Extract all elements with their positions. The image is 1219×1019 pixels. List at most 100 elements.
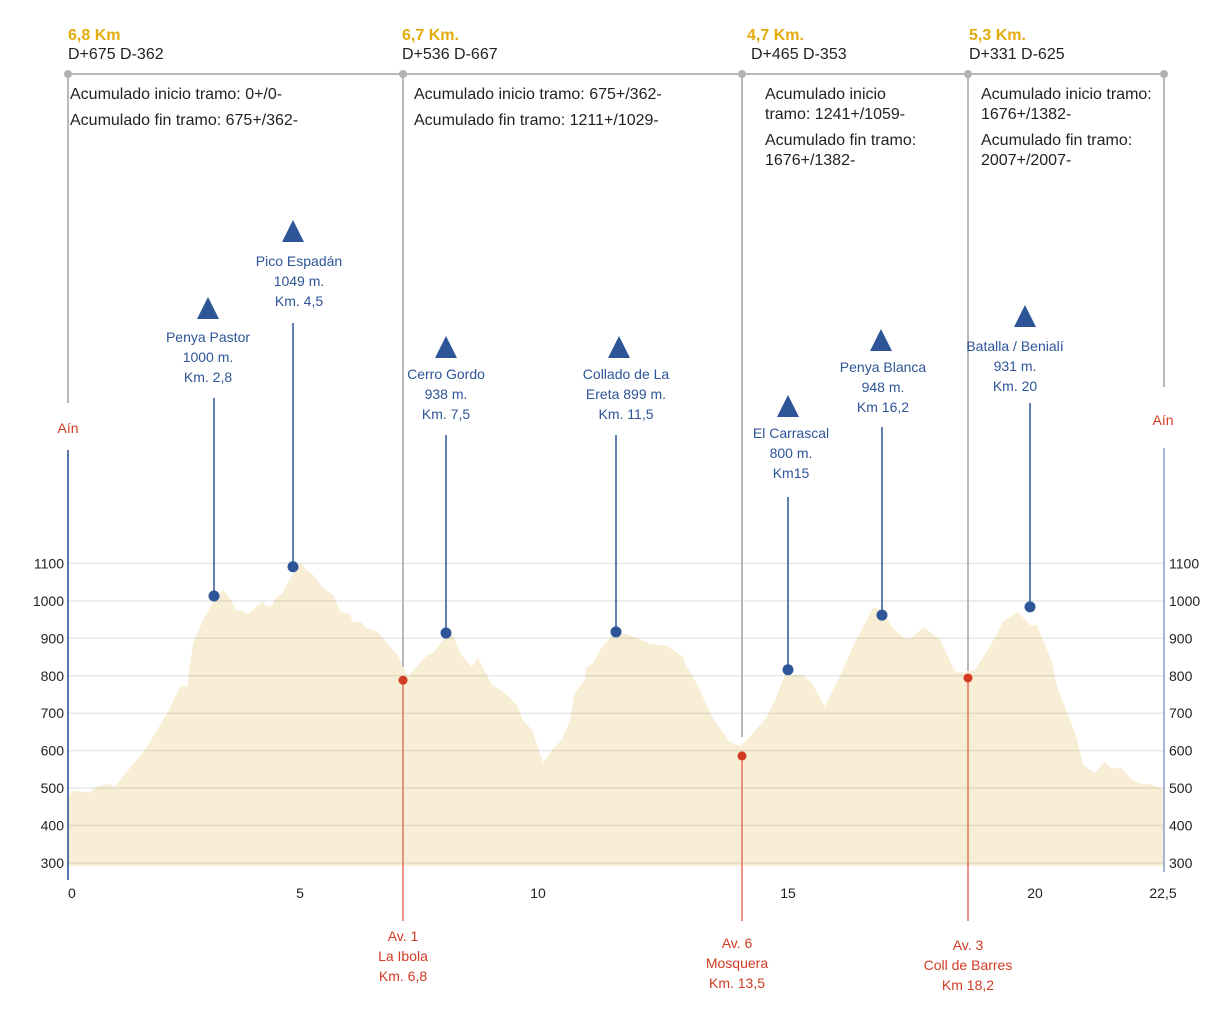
peak-marker: Collado de La Ereta 899 m. Km. 11,5 [583,336,670,638]
x-tick-label: 10 [530,885,546,901]
peak-marker: Batalla / Benialí 931 m. Km. 20 [966,305,1064,613]
peak-km-label: Km. 4,5 [275,293,323,309]
y-tick-label-right: 700 [1169,705,1193,721]
accumulated-end: Acumulado fin tramo: 1676+/1382- [765,132,917,169]
aid-station-code-label: Av. 3 [953,937,984,953]
peak-name-label: El Carrascal [753,425,829,441]
y-tick-label-right: 300 [1169,855,1193,871]
peak-km-label: Km. 20 [993,378,1038,394]
accumulated-end: Acumulado fin tramo: 675+/362- [70,112,299,129]
axis-labels-layer: 300 300 400 400 500 500 600 600 700 700 800 800 900 9… [33,555,1201,901]
y-tick-label-right: 1100 [1169,555,1199,571]
y-tick-label-left: 600 [41,743,65,759]
segment-1-elevation: D+675 D-362 [68,46,164,63]
x-tick-label: 5 [296,885,304,901]
peak-elevation-label: 931 m. [994,358,1037,374]
mountain-peak-icon [282,220,304,242]
start-location-label: Aín [57,420,78,436]
x-tick-label: 0 [68,885,76,901]
peak-name-label: Collado de La [583,366,670,382]
accumulated-start: Acumulado inicio tramo: 675+/362- [414,86,662,103]
segment-1-accumulated: Acumulado inicio tramo: 0+/0- Acumulado … [70,85,370,137]
segment-structure: Aín Aín [57,70,1174,880]
end-location-label: Aín [1152,412,1173,428]
y-tick-label-right: 900 [1169,630,1193,646]
peak-marker: Pico Espadán 1049 m. Km. 4,5 [256,220,342,573]
peak-point [440,627,452,639]
peak-km-label: Km. 7,5 [422,406,470,422]
aid-station-name-label: Coll de Barres [924,957,1013,973]
peak-km-label: Km15 [773,465,810,481]
peak-marker: Penya Pastor 1000 m. Km. 2,8 [166,297,250,602]
peak-name-label: Batalla / Benialí [966,338,1063,354]
peak-point [287,561,299,573]
y-tick-label-left: 700 [41,705,65,721]
peak-name-label: Pico Espadán [256,253,342,269]
peak-elevation-label: Ereta 899 m. [586,386,666,402]
aid-station-name-label: La Ibola [378,948,428,964]
aid-station-point [963,673,973,683]
y-tick-label-left: 300 [41,855,65,871]
peak-marker: El Carrascal 800 m. Km15 [753,395,829,676]
segment-3-elevation: D+465 D-353 [751,46,847,63]
y-tick-label-left: 1000 [33,593,64,609]
profile-area-layer [68,562,1163,866]
aid-station-marker: Av. 1 La Ibola Km. 6,8 [378,675,428,984]
peak-elevation-label: 938 m. [425,386,468,402]
aid-station-km-label: Km 18,2 [942,977,994,993]
peak-point [1024,601,1036,613]
peak-name-label: Cerro Gordo [407,366,485,382]
elevation-profile-area [68,562,1163,866]
aid-station-point [398,675,408,685]
aid-station-km-label: Km. 13,5 [709,975,765,991]
segment-node-av6 [738,70,746,78]
segment-node-av3 [964,70,972,78]
peak-point [208,590,220,602]
segment-1-distance: 6,8 Km [68,27,121,44]
aid-station-code-label: Av. 1 [388,928,419,944]
peak-point [782,664,794,676]
peak-elevation-label: 800 m. [770,445,813,461]
mountain-peak-icon [608,336,630,358]
peak-km-label: Km. 11,5 [599,406,654,422]
y-tick-label-left: 400 [41,818,65,834]
peak-elevation-label: 948 m. [862,379,905,395]
markers-layer: Penya Pastor 1000 m. Km. 2,8 Pico Espadán 10… [166,220,1064,993]
y-tick-label-right: 800 [1169,668,1193,684]
segment-4-accumulated: Acumulado inicio tramo: 1676+/1382- Acum… [981,85,1159,177]
x-tick-label: 15 [780,885,796,901]
peak-name-label: Penya Pastor [166,329,250,345]
segment-4-elevation: D+331 D-625 [969,46,1065,63]
aid-station-code-label: Av. 6 [722,935,753,951]
y-tick-label-left: 500 [41,780,65,796]
x-tick-label: 22,5 [1149,885,1176,901]
segment-node-end [1160,70,1168,78]
segment-3-accumulated: Acumulado inicio tramo: 1241+/1059- Acum… [765,85,929,177]
mountain-peak-icon [435,336,457,358]
peak-point [876,609,888,621]
y-tick-label-right: 500 [1169,780,1193,796]
accumulated-end: Acumulado fin tramo: 1211+/1029- [414,112,659,129]
peak-elevation-label: 1049 m. [274,273,325,289]
mountain-peak-icon [777,395,799,417]
aid-station-km-label: Km. 6,8 [379,968,427,984]
aid-station-marker: Av. 3 Coll de Barres Km 18,2 [924,673,1013,993]
accumulated-start: Acumulado inicio tramo: 1676+/1382- [981,86,1152,123]
peak-point [610,626,622,638]
x-tick-label: 20 [1027,885,1043,901]
peak-marker: Penya Blanca 948 m. Km 16,2 [840,329,927,621]
accumulated-start: Acumulado inicio tramo: 1241+/1059- [765,86,906,123]
peak-km-label: Km. 2,8 [184,369,232,385]
mountain-peak-icon [197,297,219,319]
aid-station-marker: Av. 6 Mosquera Km. 13,5 [706,751,768,991]
segment-node-av1 [399,70,407,78]
segment-node-start [64,70,72,78]
segment-2-accumulated: Acumulado inicio tramo: 675+/362- Acumul… [414,85,724,137]
aid-station-name-label: Mosquera [706,955,768,971]
aid-station-point [737,751,747,761]
y-tick-label-right: 1000 [1169,593,1200,609]
y-tick-label-left: 800 [41,668,65,684]
peak-name-label: Penya Blanca [840,359,927,375]
mountain-peak-icon [1014,305,1036,327]
